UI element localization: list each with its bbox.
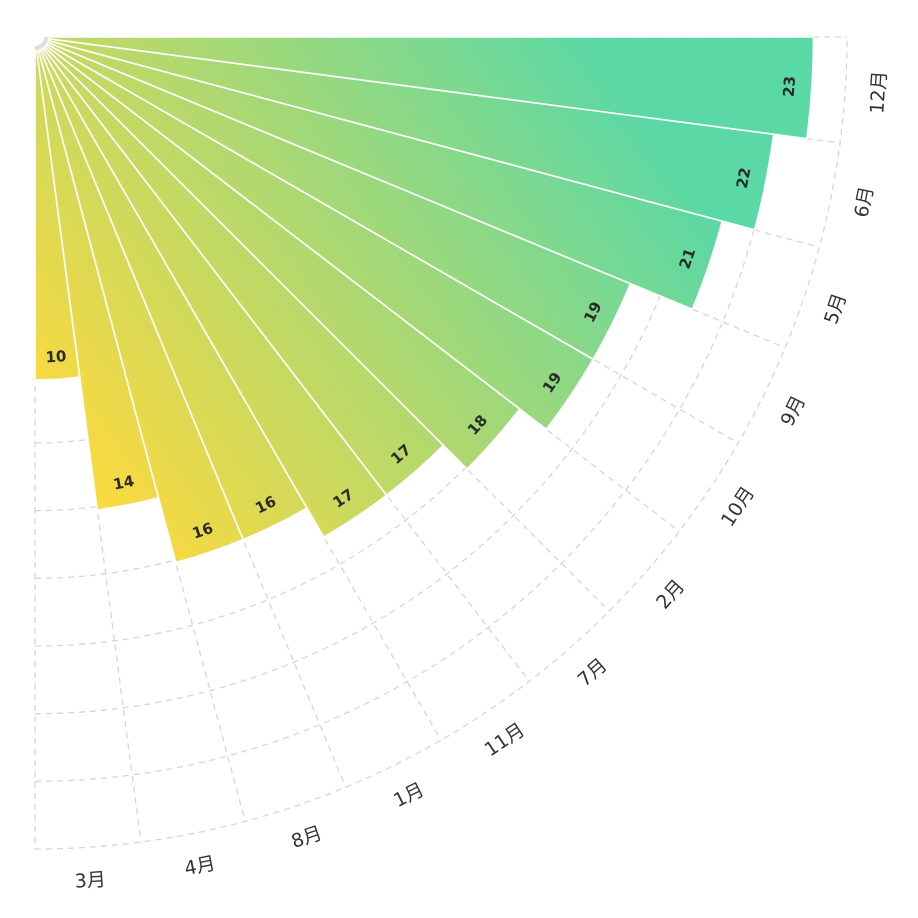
value-label: 22 xyxy=(733,166,755,190)
value-label: 21 xyxy=(676,246,700,272)
value-label: 23 xyxy=(780,75,799,97)
grid-arc xyxy=(34,36,848,850)
value-label: 10 xyxy=(45,347,67,366)
category-label: 6月 xyxy=(850,185,878,220)
category-label: 5月 xyxy=(820,291,851,328)
category-label: 10月 xyxy=(717,483,759,531)
category-label: 8月 xyxy=(289,822,326,853)
value-label: 14 xyxy=(112,472,136,494)
value-label: 16 xyxy=(190,519,216,543)
category-label: 4月 xyxy=(183,852,218,880)
grid-arc xyxy=(34,36,713,715)
category-label: 9月 xyxy=(777,392,810,430)
center-hub xyxy=(34,36,48,50)
bar-12月[interactable] xyxy=(42,36,815,140)
category-label: 11月 xyxy=(481,719,529,761)
center-hub-arc xyxy=(34,36,48,50)
category-label: 1月 xyxy=(390,779,428,812)
category-label: 12月 xyxy=(866,70,891,115)
grid-arc xyxy=(34,36,780,782)
category-label: 3月 xyxy=(74,869,106,893)
category-label: 7月 xyxy=(574,654,612,691)
category-label: 2月 xyxy=(652,576,689,614)
bars xyxy=(34,36,815,564)
